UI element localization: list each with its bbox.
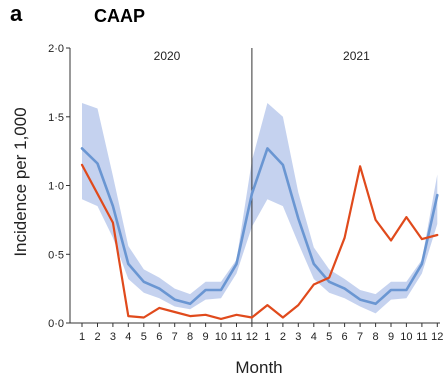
x-tick-label: 5 <box>141 331 147 343</box>
plot-area: 0·00·51·01·52·01 2 3 4 5 6 7 8 9 10 11 12 1 2 3 4 5 6 7 8 9 1… <box>48 43 443 343</box>
x-tick-label: 6 <box>342 331 348 343</box>
year-label-2020: 2020 <box>154 49 181 63</box>
x-tick-label: 9 <box>388 331 394 343</box>
expected-band <box>82 103 438 314</box>
y-tick-label: 1·5 <box>48 112 64 124</box>
y-axis-title: Incidence per 1,000 <box>11 107 30 256</box>
x-tick-label: 3 <box>295 331 301 343</box>
expected-line <box>80 147 439 306</box>
y-tick-label: 0·0 <box>48 318 64 330</box>
x-tick-label: 11 <box>231 331 242 343</box>
panel-letter: a <box>10 1 23 26</box>
x-tick-label: 1 <box>264 331 270 343</box>
x-tick-label: 6 <box>156 331 162 343</box>
x-tick-label: 4 <box>125 331 131 343</box>
observed-line <box>80 163 439 320</box>
x-tick-label: 3 <box>110 331 116 343</box>
y-tick-label: 1·0 <box>48 181 64 193</box>
x-tick-label: 7 <box>172 331 178 343</box>
x-tick-label: 2 <box>280 331 286 343</box>
x-tick-label: 8 <box>187 331 193 343</box>
x-tick-label: 10 <box>400 331 412 343</box>
y-tick-label: 2·0 <box>48 43 64 55</box>
x-tick-label: 1 <box>79 331 85 343</box>
x-tick-label: 7 <box>357 331 363 343</box>
x-tick-label: 11 <box>416 331 427 343</box>
y-tick-label: 0·5 <box>48 249 64 261</box>
x-axis-title: Month <box>235 358 282 377</box>
year-label-2021: 2021 <box>343 49 370 63</box>
x-tick-label: 9 <box>203 331 209 343</box>
x-tick-label: 12 <box>431 331 443 343</box>
x-tick-label: 5 <box>326 331 332 343</box>
chart-title: CAAP <box>94 6 145 26</box>
x-tick-label: 12 <box>246 331 258 343</box>
x-tick-label: 2 <box>94 331 100 343</box>
x-tick-label: 10 <box>215 331 227 343</box>
x-tick-label: 8 <box>373 331 379 343</box>
x-tick-label: 4 <box>311 331 317 343</box>
